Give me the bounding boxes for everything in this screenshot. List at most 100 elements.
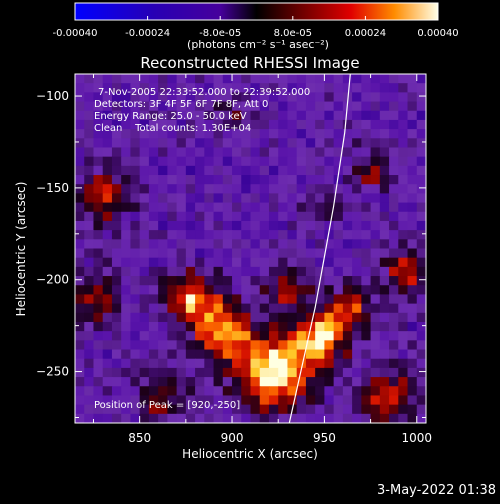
heatmap-cell <box>389 138 399 149</box>
heatmap-cell <box>75 74 85 84</box>
annotation-time: 7-Nov-2005 22:33:52.000 to 22:39:52.000 <box>98 87 310 98</box>
heatmap-cell <box>416 110 426 121</box>
heatmap-cell <box>398 377 409 387</box>
heatmap-cell <box>158 266 168 277</box>
heatmap-cell <box>352 377 362 387</box>
heatmap-cell <box>167 257 178 268</box>
heatmap-cell <box>342 202 353 213</box>
heatmap-cell <box>296 266 307 277</box>
heatmap-cell <box>204 321 215 332</box>
heatmap-cell <box>259 202 270 213</box>
heatmap-cell <box>139 331 150 341</box>
heatmap-cell <box>361 377 372 387</box>
heatmap-cell <box>389 349 399 360</box>
heatmap-cell <box>268 321 279 332</box>
heatmap-cell <box>259 312 270 323</box>
heatmap-cell <box>111 404 122 415</box>
heatmap-cell <box>416 331 426 341</box>
heatmap-cell <box>361 74 372 84</box>
heatmap-cell <box>121 83 132 93</box>
heatmap-cell <box>370 358 381 369</box>
heatmap-cell <box>75 129 85 139</box>
heatmap-cell <box>176 377 187 387</box>
heatmap-cell <box>84 110 95 121</box>
heatmap-cell <box>305 239 316 250</box>
heatmap-cell <box>213 175 224 185</box>
heatmap-cell <box>204 395 215 406</box>
heatmap-cell <box>84 386 95 397</box>
heatmap-cell <box>315 138 325 149</box>
heatmap-cell <box>389 266 399 277</box>
heatmap-cell <box>167 83 178 93</box>
heatmap-cell <box>102 386 113 397</box>
heatmap-cell <box>389 331 399 341</box>
heatmap-cell <box>398 331 409 341</box>
heatmap-cell <box>287 285 298 296</box>
heatmap-cell <box>75 367 85 378</box>
heatmap-cell <box>333 331 344 341</box>
heatmap-cell <box>195 331 205 341</box>
heatmap-cell <box>102 101 113 112</box>
heatmap-cell <box>407 404 418 415</box>
heatmap-cell <box>296 276 307 286</box>
heatmap-cell <box>407 202 418 213</box>
heatmap-cell <box>102 193 113 204</box>
heatmap-cell <box>250 184 261 194</box>
heatmap-cell <box>416 321 426 332</box>
heatmap-cell <box>259 413 270 423</box>
heatmap-cell <box>121 312 132 323</box>
heatmap-cell <box>296 211 307 222</box>
heatmap-cell <box>342 110 353 121</box>
heatmap-cell <box>407 239 418 250</box>
heatmap-cell <box>278 230 289 240</box>
y-axis-label: Heliocentric Y (arcsec) <box>14 182 28 317</box>
colorbar-tick-label: -8.0e-05 <box>199 28 241 39</box>
heatmap-cell <box>342 175 353 185</box>
heatmap-cell <box>121 276 132 286</box>
heatmap-cell <box>75 294 85 305</box>
heatmap-cell <box>324 377 335 387</box>
heatmap-cell <box>185 276 196 286</box>
heatmap-cell <box>222 175 233 185</box>
heatmap-cell <box>204 312 215 323</box>
heatmap-cell <box>84 239 95 250</box>
heatmap-cell <box>130 147 141 158</box>
heatmap-cell <box>324 119 335 130</box>
heatmap-cell <box>241 340 252 351</box>
heatmap-cell <box>167 321 178 332</box>
heatmap-cell <box>75 202 85 213</box>
heatmap-cell <box>342 349 353 360</box>
heatmap-cell <box>176 230 187 240</box>
heatmap-cell <box>352 321 362 332</box>
heatmap-cell <box>167 395 178 406</box>
heatmap-cell <box>130 239 141 250</box>
heatmap-cell <box>213 367 224 378</box>
heatmap-cell <box>222 321 233 332</box>
heatmap-cell <box>333 266 344 277</box>
heatmap-cell <box>121 129 132 139</box>
heatmap-cell <box>324 230 335 240</box>
heatmap-cell <box>342 266 353 277</box>
heatmap-cell <box>111 147 122 158</box>
heatmap-cell <box>342 119 353 130</box>
heatmap-cell <box>84 165 95 176</box>
heatmap-cell <box>111 294 122 305</box>
heatmap-cell <box>305 101 316 112</box>
heatmap-cell <box>268 230 279 240</box>
heatmap-cell <box>268 266 279 277</box>
heatmap-cell <box>75 340 85 351</box>
heatmap-cell <box>148 377 159 387</box>
heatmap-cell <box>379 312 390 323</box>
heatmap-cell <box>241 312 252 323</box>
heatmap-cell <box>398 230 409 240</box>
heatmap-cell <box>278 202 289 213</box>
heatmap-cell <box>278 266 289 277</box>
heatmap-cell <box>296 340 307 351</box>
heatmap-cell <box>121 266 132 277</box>
heatmap-cell <box>315 331 325 341</box>
heatmap-cell <box>389 248 399 259</box>
heatmap-cell <box>342 312 353 323</box>
heatmap-cell <box>398 321 409 332</box>
heatmap-cell <box>84 129 95 139</box>
heatmap-cell <box>268 165 279 176</box>
